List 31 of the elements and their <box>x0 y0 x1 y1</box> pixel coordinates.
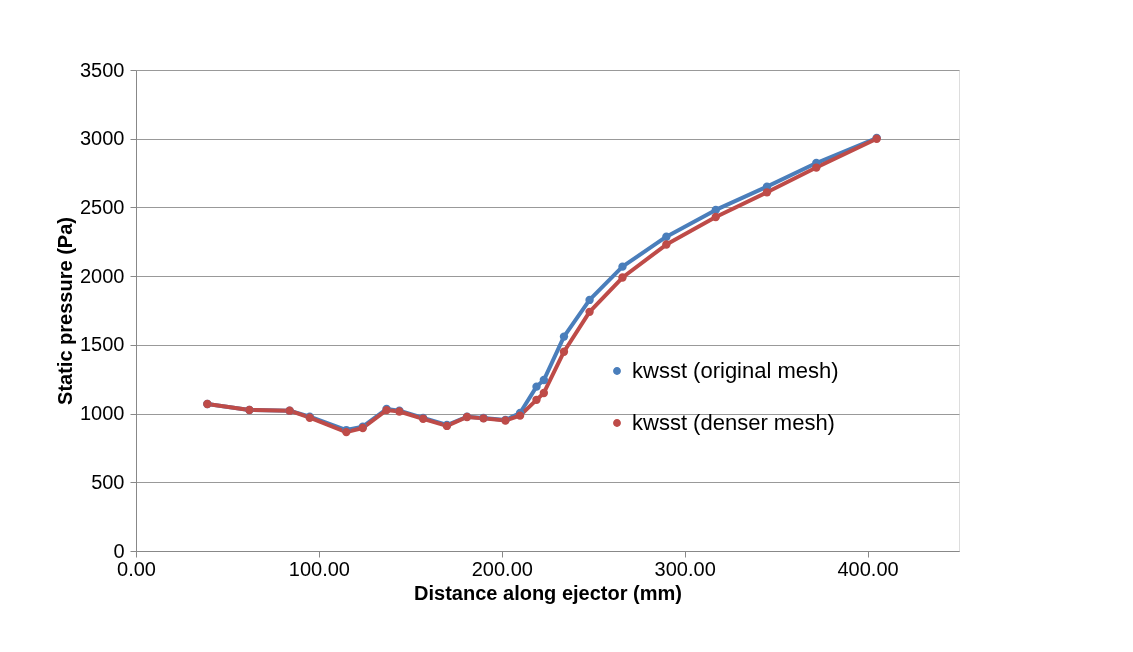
point <box>812 163 821 172</box>
y-tick-label: 1000 <box>80 402 125 425</box>
point <box>532 382 541 391</box>
x-tick-label: 200.00 <box>471 557 533 580</box>
x-tick-label: 100.00 <box>288 557 350 580</box>
point <box>662 232 671 241</box>
point <box>618 273 627 282</box>
point <box>711 205 720 215</box>
y-tick-label: 2500 <box>80 195 125 218</box>
point <box>559 347 569 356</box>
point <box>585 307 594 317</box>
point <box>762 188 772 197</box>
y-tick-label: 500 <box>91 470 125 493</box>
x-tick-label: 400.00 <box>837 557 899 580</box>
point <box>559 332 569 341</box>
legend-label: kwsst (original mesh) <box>632 358 839 383</box>
y-axis-title: Static pressure (Pa) <box>54 217 77 405</box>
point <box>662 240 671 249</box>
legend-label: kwsst (denser mesh) <box>632 410 835 435</box>
y-tick-label: 3500 <box>80 58 125 81</box>
y-tick-label: 3000 <box>80 127 125 150</box>
x-tick-label: 300.00 <box>654 557 716 580</box>
y-tick-label: 1500 <box>80 333 125 356</box>
point <box>711 212 720 222</box>
x-axis-title: Distance along ejector (mm) <box>414 581 682 604</box>
point <box>585 295 594 305</box>
point <box>539 388 549 398</box>
y-tick-label: 2000 <box>80 264 125 287</box>
point <box>532 395 541 404</box>
point <box>618 262 627 271</box>
point <box>539 375 549 385</box>
